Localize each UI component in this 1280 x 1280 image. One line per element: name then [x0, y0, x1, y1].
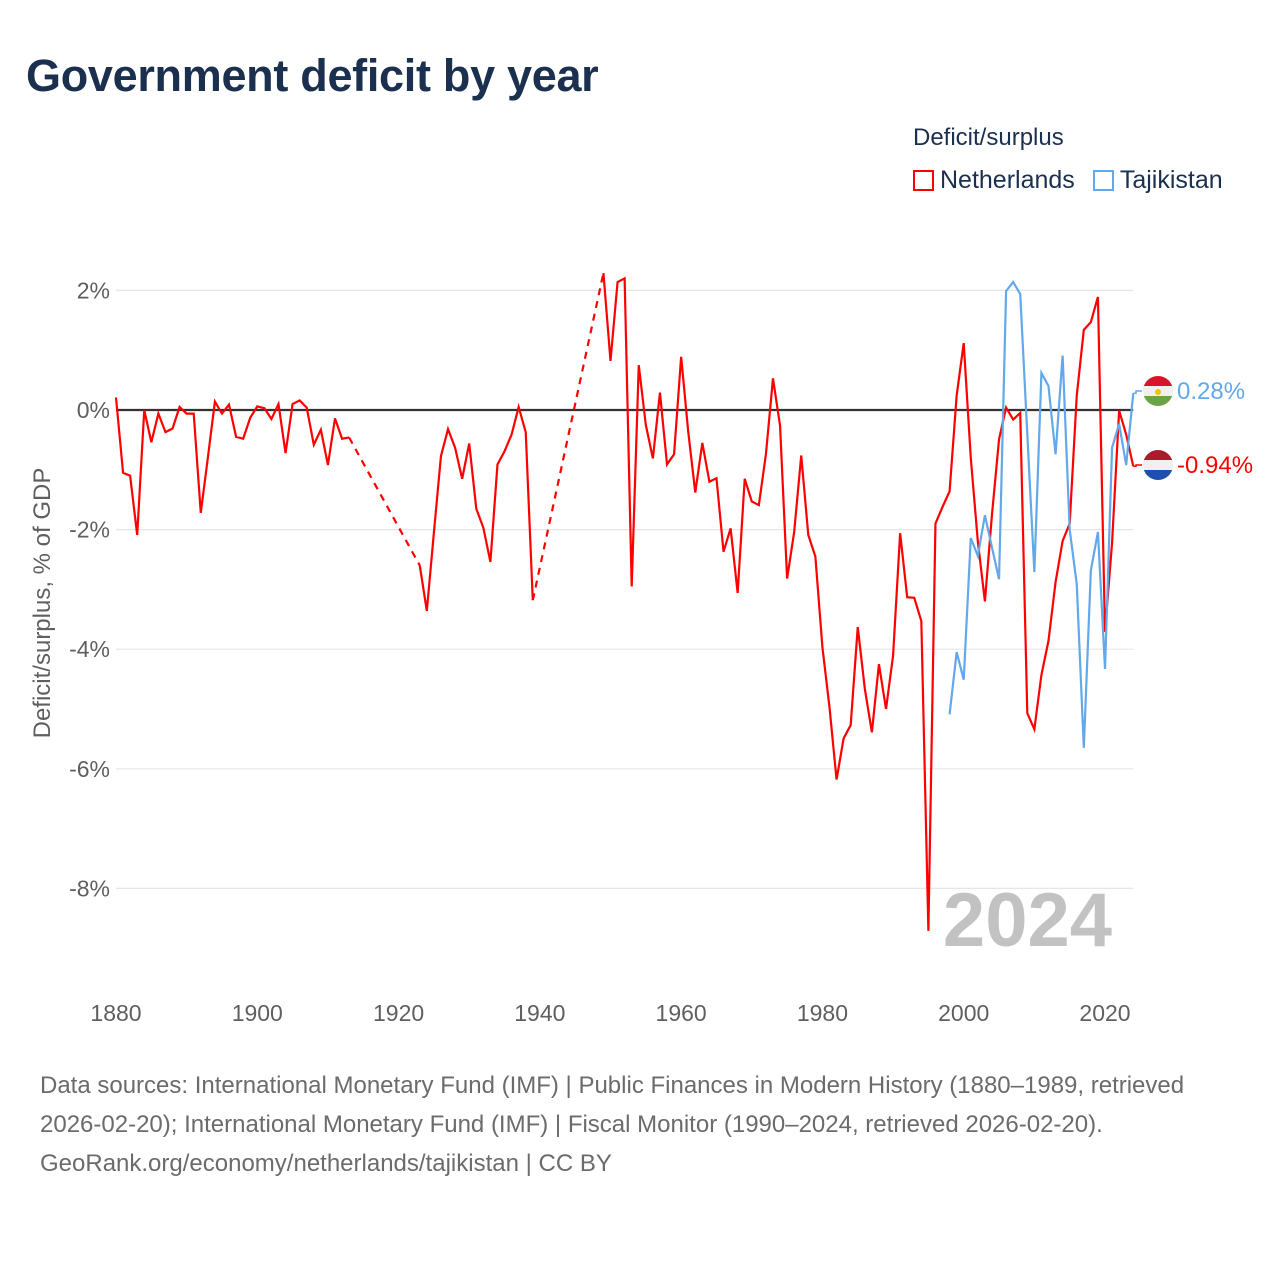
y-tick-label: -8%	[69, 875, 110, 901]
y-tick-label: -4%	[69, 636, 110, 662]
end-value-label-netherlands: -0.94%	[1177, 452, 1253, 479]
x-axis-ticks: 1880 1900 1920 1940 1960 1980 2000 2020	[90, 1000, 1130, 1026]
y-axis-ticks: 2% 0% -2% -4% -6% -8%	[69, 277, 110, 901]
y-tick-label: -2%	[69, 517, 110, 543]
x-tick-label: 1960	[656, 1000, 707, 1026]
line-chart: 2% 0% -2% -4% -6% -8% 1880 1900 1920 1940 1960 198…	[29, 272, 1253, 1026]
end-label-connector	[1133, 464, 1142, 467]
x-tick-label: 1920	[373, 1000, 424, 1026]
legend-item-netherlands[interactable]: Netherlands	[913, 166, 1075, 195]
current-year-watermark: 2024	[943, 878, 1112, 963]
end-labels: -0.94% 0.28%	[1133, 376, 1253, 480]
x-tick-label: 1980	[797, 1000, 848, 1026]
end-label-connector	[1133, 390, 1142, 395]
y-tick-label: 0%	[77, 397, 110, 423]
series-line-netherlands	[114, 272, 1135, 931]
x-tick-label: 1880	[90, 1000, 141, 1026]
series-netherlands	[114, 272, 1135, 931]
netherlands-flag-icon	[1143, 450, 1173, 480]
data-sources: Data sources: International Monetary Fun…	[40, 1072, 1185, 1138]
footer: Data sources: International Monetary Fun…	[40, 1066, 1240, 1183]
gap-interpolation-line	[348, 436, 421, 567]
x-tick-label: 2000	[938, 1000, 989, 1026]
series-tajikistan	[948, 280, 1135, 748]
legend-swatch-netherlands	[913, 170, 934, 191]
end-value-label-tajikistan: 0.28%	[1177, 378, 1245, 405]
series-lines	[114, 272, 1135, 931]
legend-item-tajikistan[interactable]: Tajikistan	[1092, 166, 1223, 195]
series-line-tajikistan	[948, 280, 1135, 748]
y-axis-label: Deficit/surplus, % of GDP	[29, 468, 56, 739]
y-tick-label: 2%	[77, 277, 110, 303]
x-tick-label: 1900	[232, 1000, 283, 1026]
credit-link[interactable]: GeoRank.org/economy/netherlands/tajikist…	[40, 1150, 612, 1177]
legend-label-netherlands: Netherlands	[940, 166, 1075, 194]
gap-interpolation-line	[531, 272, 605, 601]
legend-swatch-tajikistan	[1092, 170, 1114, 191]
chart-title: Government deficit by year	[26, 50, 599, 101]
tajikistan-flag-icon	[1143, 376, 1173, 406]
legend-label-tajikistan: Tajikistan	[1119, 166, 1223, 194]
legend: Netherlands Tajikistan	[913, 166, 1223, 195]
x-tick-label: 1940	[514, 1000, 565, 1026]
y-tick-label: -6%	[69, 756, 110, 782]
x-tick-label: 2020	[1079, 1000, 1130, 1026]
legend-title: Deficit/surplus	[913, 124, 1064, 151]
gridlines	[116, 289, 1134, 890]
